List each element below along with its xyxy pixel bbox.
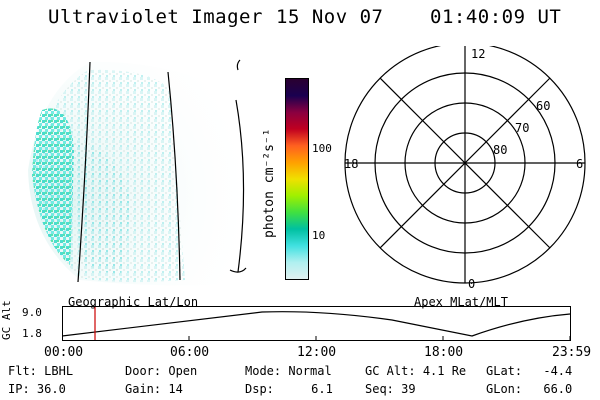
altitude-track-frame: [62, 306, 571, 341]
colorbar-tick-10: 10: [312, 229, 326, 242]
flt-value: LBHL: [44, 364, 74, 378]
seq-row: Seq: 39: [365, 382, 416, 396]
instrument-title: Ultraviolet Imager: [48, 6, 263, 28]
gc-alt-tick-high: 9.0: [22, 306, 42, 319]
seq-label: Seq:: [365, 382, 394, 396]
gc-alt-tick-low: 1.8: [22, 327, 42, 340]
x-tick-0600: 06:00: [170, 345, 210, 360]
gc-alt-row: GC Alt: 4.1 Re: [365, 364, 466, 378]
ip-row: IP: 36.0: [8, 382, 66, 396]
lat-label-60: 60: [536, 99, 550, 113]
gc-alt-axis-label: GC Alt: [0, 300, 13, 340]
dsp-row: Dsp: 6.1: [245, 382, 333, 396]
colorbar-tick-100: 100: [312, 142, 332, 155]
longitude-line: [77, 61, 91, 283]
ip-value: 36.0: [36, 382, 66, 396]
ip-label: IP:: [8, 382, 30, 396]
colorbar: [285, 78, 309, 280]
x-tick-0000: 00:00: [44, 345, 84, 360]
limb-edge: [229, 267, 247, 273]
dsp-value: 6.1: [311, 382, 333, 396]
mlt-label-left: 18: [344, 157, 358, 171]
mode-label: Mode:: [245, 364, 282, 378]
door-row: Door: Open: [125, 364, 197, 378]
geographic-projection-label: Geographic Lat/Lon: [68, 295, 199, 309]
glat-value: -4.4: [543, 364, 573, 378]
mlt-label-top: 12: [471, 47, 485, 61]
mode-row: Mode: Normal: [245, 364, 332, 378]
glat-row: GLat: -4.4: [486, 364, 572, 378]
colorbar-unit-label: photon cm⁻²s⁻¹: [262, 128, 277, 238]
mlt-label-right: 6: [576, 157, 583, 171]
glat-label: GLat:: [486, 364, 523, 378]
gc-alt-label: GC Alt:: [365, 364, 416, 378]
flt-row: Flt: LBHL: [8, 364, 73, 378]
flt-label: Flt:: [8, 364, 37, 378]
x-tick-1800: 18:00: [424, 345, 464, 360]
dsp-label: Dsp:: [245, 382, 274, 396]
auroral-oval-dim: [74, 140, 130, 275]
gain-label: Gain:: [125, 382, 162, 396]
polar-plot: 12 18 6 0 60 70 80: [344, 46, 586, 291]
glon-row: GLon: 66.0: [486, 382, 572, 396]
x-tick-1200: 12:00: [297, 345, 337, 360]
aurora-image-panel: [28, 59, 250, 286]
time-label: 01:40:09 UT: [430, 6, 562, 28]
gain-value: 14: [168, 382, 183, 396]
polar-axis-diagonal: [379, 77, 551, 249]
gain-row: Gain: 14: [125, 382, 183, 396]
glon-label: GLon:: [486, 382, 523, 396]
lat-label-80: 80: [493, 143, 507, 157]
glon-value: 66.0: [543, 382, 573, 396]
apex-projection-label: Apex MLat/MLT: [414, 295, 508, 309]
door-label: Door:: [125, 364, 162, 378]
mlt-label-bottom: 0: [468, 277, 475, 291]
altitude-track-plot: [62, 306, 571, 341]
altitude-curve: [62, 311, 571, 337]
door-value: Open: [168, 364, 198, 378]
lat-label-70: 70: [515, 121, 529, 135]
longitude-line: [167, 71, 181, 281]
mode-value: Normal: [288, 364, 332, 378]
longitude-line: [235, 59, 245, 273]
gc-alt-value: 4.1 Re: [422, 364, 467, 378]
date-label: 15 Nov 07: [276, 6, 384, 28]
auroral-oval-bright: [32, 108, 74, 265]
seq-value: 39: [401, 382, 416, 396]
x-tick-2359: 23:59: [552, 345, 592, 360]
